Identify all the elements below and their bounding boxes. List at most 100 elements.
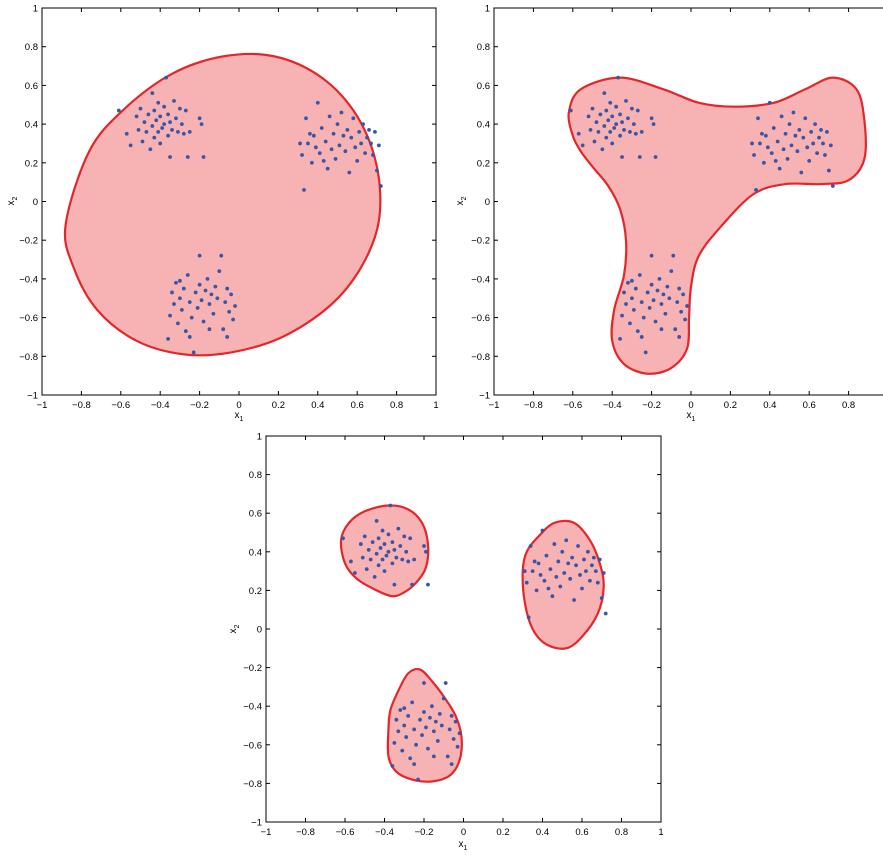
data-point: [164, 75, 169, 80]
data-point: [199, 298, 204, 303]
data-point: [422, 681, 426, 685]
data-point: [207, 327, 212, 332]
data-point: [618, 133, 622, 138]
data-point: [376, 563, 381, 568]
data-point: [548, 567, 553, 572]
x-tick-label: 0: [688, 400, 693, 411]
data-point: [620, 120, 624, 125]
y-tick-label: 0.6: [249, 509, 262, 520]
data-point: [789, 143, 794, 148]
data-point: [179, 307, 184, 312]
data-point: [597, 557, 602, 562]
data-point: [394, 717, 399, 722]
data-point: [598, 112, 603, 117]
data-point: [388, 503, 393, 508]
data-point: [412, 762, 417, 766]
y-tick-label: −0.2: [243, 663, 262, 674]
data-point: [396, 729, 401, 734]
data-point: [665, 284, 670, 289]
data-point: [428, 715, 432, 720]
region-layer: [567, 76, 867, 375]
data-point: [817, 135, 821, 140]
data-point: [420, 733, 424, 738]
data-point: [394, 555, 399, 560]
data-point: [447, 727, 452, 732]
y-tick-label: 1: [257, 432, 262, 443]
data-point: [376, 536, 381, 541]
data-point: [785, 157, 790, 161]
data-point: [424, 725, 428, 730]
data-point: [637, 155, 642, 159]
data-point: [225, 335, 230, 339]
data-point: [635, 329, 640, 334]
data-point: [775, 139, 780, 144]
data-point: [653, 319, 658, 324]
x-tick-label: 0.6: [803, 400, 816, 411]
x-tick-label: −0.2: [190, 400, 209, 411]
y-tick-label: 0: [485, 197, 490, 208]
data-point: [633, 131, 638, 136]
data-point: [349, 135, 354, 140]
data-point: [750, 141, 754, 146]
data-point: [378, 546, 383, 550]
data-point: [160, 126, 165, 130]
data-point: [392, 547, 397, 552]
data-point: [174, 280, 178, 285]
data-point: [138, 106, 143, 111]
y-axis-label: x2: [228, 624, 241, 633]
data-point: [671, 253, 676, 258]
y-tick-label: 0.8: [25, 42, 38, 53]
data-point: [580, 143, 585, 148]
data-point: [586, 549, 590, 554]
data-point: [166, 336, 170, 341]
data-point: [639, 129, 644, 134]
data-point: [602, 124, 607, 128]
data-point: [618, 336, 622, 341]
x-tick-label: 1: [658, 827, 663, 838]
data-point: [191, 350, 196, 355]
data-point: [406, 559, 411, 564]
data-point: [606, 118, 611, 123]
data-point: [592, 139, 597, 144]
data-point: [799, 170, 804, 175]
data-point: [526, 615, 531, 620]
data-point: [667, 296, 672, 301]
x-tick-label: −0.2: [642, 400, 661, 411]
data-point: [679, 309, 684, 314]
data-point: [628, 321, 632, 326]
y-tick-label: −0.4: [243, 702, 262, 713]
data-point: [331, 131, 336, 136]
data-point: [815, 151, 819, 156]
data-point: [353, 145, 358, 150]
y-tick-label: 0.2: [249, 586, 262, 597]
x-tick-label: −0.6: [111, 400, 130, 411]
data-point: [552, 542, 557, 546]
data-point: [166, 112, 170, 117]
region-three-lobed: [567, 76, 867, 375]
data-point: [631, 122, 636, 126]
data-point: [618, 112, 622, 117]
data-point: [614, 122, 619, 126]
data-point: [302, 187, 306, 192]
data-point: [211, 311, 216, 316]
data-point: [546, 586, 551, 591]
data-point: [593, 569, 598, 573]
data-point: [382, 542, 387, 546]
data-point: [443, 681, 448, 685]
y-tick-label: −0.6: [471, 313, 490, 324]
data-point: [612, 126, 617, 130]
data-point: [622, 290, 626, 295]
data-point: [657, 277, 662, 281]
data-point: [185, 155, 190, 159]
data-point: [591, 555, 596, 560]
data-point: [564, 538, 569, 543]
data-point: [422, 544, 426, 548]
data-point: [369, 141, 373, 146]
data-point: [367, 127, 371, 132]
data-point: [152, 108, 157, 113]
x-tick-label: 0.8: [615, 827, 628, 838]
y-axis-label: x2: [6, 196, 19, 205]
data-point: [451, 737, 456, 741]
data-point: [158, 141, 163, 146]
x-axis-label: x1: [459, 839, 468, 852]
